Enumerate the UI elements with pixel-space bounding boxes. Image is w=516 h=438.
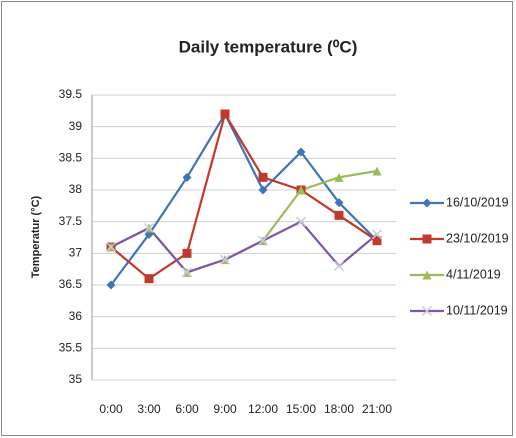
marker (296, 147, 306, 157)
x-tick-label: 0:00 (99, 402, 123, 416)
marker (144, 274, 154, 284)
x-tick-label: 9:00 (213, 402, 237, 416)
marker (220, 109, 230, 119)
marker (371, 229, 383, 240)
y-tick-label: 35 (69, 372, 83, 386)
marker (296, 185, 306, 195)
series-line (110, 111, 378, 281)
y-axis-label: Temperatur (°C) (30, 195, 42, 278)
legend-marker (421, 305, 433, 317)
y-tick-label: 37.5 (59, 214, 83, 228)
legend-label: 23/10/2019 (446, 231, 509, 245)
marker (143, 222, 155, 234)
x-tick-label: 15:00 (286, 402, 316, 416)
series-line (110, 220, 378, 274)
marker (181, 267, 193, 278)
y-tick-label: 35.5 (59, 341, 83, 355)
y-tick-label: 39 (69, 119, 83, 133)
marker (258, 185, 268, 195)
marker (105, 241, 117, 253)
marker (257, 235, 269, 246)
marker (334, 210, 344, 220)
legend-marker (422, 234, 432, 244)
marker (334, 198, 344, 208)
chart-title: Daily temperature (⁰C) (179, 37, 358, 56)
legend-label: 16/10/2019 (446, 195, 509, 209)
legend-marker (422, 198, 432, 208)
legend-label: 10/11/2019 (446, 303, 508, 317)
marker (182, 172, 192, 182)
x-tick-label: 18:00 (324, 402, 354, 416)
legend-label: 4/11/2019 (446, 267, 501, 281)
marker (334, 172, 344, 182)
x-tick-label: 12:00 (248, 402, 278, 416)
legend-marker (422, 270, 432, 280)
x-tick-label: 6:00 (175, 402, 199, 416)
y-tick-label: 39.5 (59, 87, 83, 101)
y-tick-label: 37 (69, 246, 83, 260)
marker (333, 260, 345, 272)
marker (182, 248, 192, 258)
y-tick-label: 36.5 (59, 277, 83, 291)
y-tick-label: 36 (69, 309, 83, 323)
marker (258, 172, 268, 182)
marker (372, 236, 382, 246)
series-line (110, 111, 378, 286)
marker (106, 280, 116, 290)
marker (219, 254, 231, 265)
marker (295, 216, 307, 227)
marker (372, 166, 382, 176)
x-tick-label: 21:00 (362, 402, 392, 416)
x-tick-label: 3:00 (137, 402, 161, 416)
y-tick-label: 38.5 (59, 151, 83, 165)
y-tick-label: 38 (69, 182, 83, 196)
